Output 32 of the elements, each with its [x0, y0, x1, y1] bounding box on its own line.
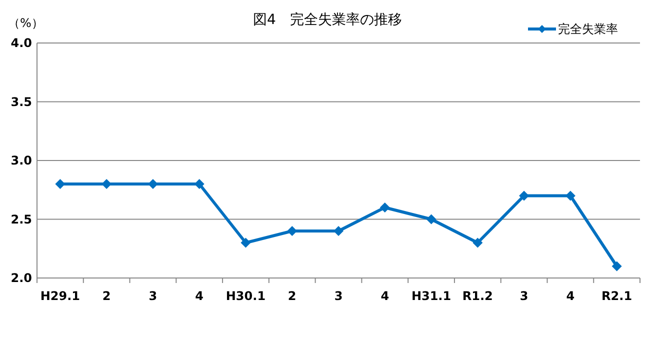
point: [287, 226, 298, 236]
x-tick-label: 3: [334, 289, 343, 303]
chart-title: 図4 完全失業率の推移: [253, 12, 402, 28]
x-tick-label: R1.2: [462, 289, 493, 303]
x-tick-label: H31.1: [411, 289, 452, 303]
point: [519, 190, 530, 201]
x-tick-label: 2: [102, 289, 111, 303]
point: [565, 190, 576, 201]
y-tick-label: 3.0: [10, 154, 32, 168]
y-axis-title: （%）: [8, 16, 44, 30]
y-tick-label: 2.0: [10, 271, 32, 286]
x-tick-label: 4: [195, 289, 204, 303]
legend-label: 完全失業率: [558, 22, 618, 36]
x-tick-label: 2: [288, 289, 296, 303]
x-tick-label: 3: [148, 289, 158, 303]
x-tick-label: H29.1: [40, 289, 80, 303]
point: [55, 179, 66, 189]
y-tick-label: 4.0: [10, 36, 32, 50]
y-tick-label: 3.5: [10, 94, 32, 109]
x-tick-label: R2.1: [602, 289, 632, 303]
x-tick-label: H30.1: [226, 289, 266, 303]
x-tick-label: 4: [380, 289, 390, 303]
x-tick-label: 3: [520, 289, 528, 303]
point: [612, 261, 622, 272]
point: [472, 238, 483, 248]
y-tick-label: 2.5: [10, 212, 32, 226]
point: [240, 238, 251, 248]
point: [194, 179, 204, 189]
point: [380, 202, 390, 212]
x-tick-label: 4: [566, 289, 575, 303]
point: [334, 226, 344, 236]
point: [426, 214, 436, 224]
